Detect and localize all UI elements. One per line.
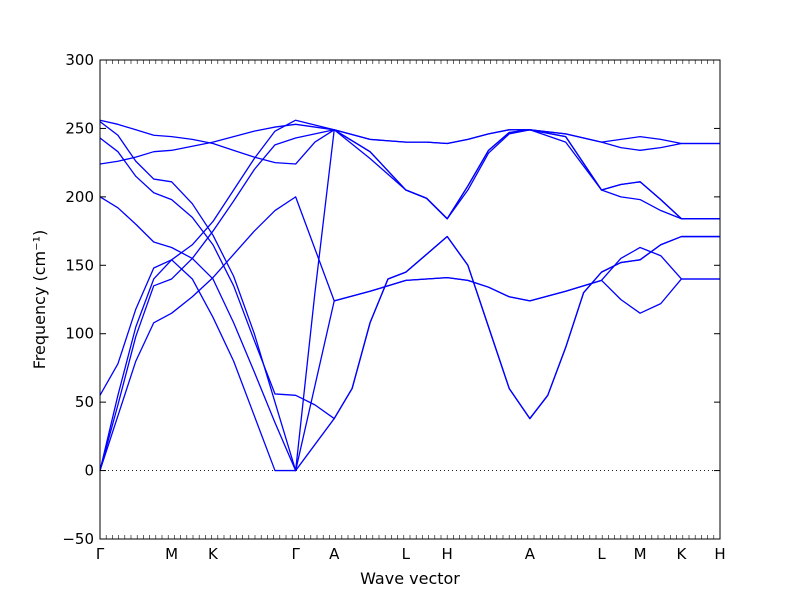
x-tick-label: Γ	[96, 545, 105, 563]
y-tick-label: 100	[65, 325, 94, 343]
x-tick-label: L	[597, 545, 606, 563]
x-tick-label: L	[402, 545, 411, 563]
plot-area	[99, 119, 720, 472]
y-tick-label: −50	[62, 530, 94, 548]
x-axis-label: Wave vector	[360, 569, 460, 588]
y-axis: −50 0 50 100 150 200 250 300	[62, 51, 720, 548]
dispersion-branch-7	[99, 121, 720, 472]
y-tick-label: 300	[65, 51, 94, 69]
x-tick-label: H	[442, 545, 453, 563]
y-tick-label: 0	[84, 462, 94, 480]
x-tick-label: K	[208, 545, 219, 563]
y-tick-label: 250	[65, 119, 94, 137]
x-tick-label: H	[714, 545, 725, 563]
x-tick-label: M	[165, 545, 178, 563]
y-axis-label: Frequency (cm⁻¹)	[30, 230, 49, 369]
dispersion-branch-8	[99, 129, 720, 472]
x-tick-label: A	[329, 545, 340, 563]
dispersion-branch-6	[99, 137, 720, 420]
dispersion-branch-9	[99, 119, 720, 165]
x-tick-label: M	[634, 545, 647, 563]
y-tick-label: 150	[65, 256, 94, 274]
x-tick-label: Γ	[291, 545, 300, 563]
y-tick-label: 50	[75, 393, 94, 411]
x-tick-label: A	[525, 545, 536, 563]
y-tick-label: 200	[65, 188, 94, 206]
x-tick-label: K	[677, 545, 688, 563]
